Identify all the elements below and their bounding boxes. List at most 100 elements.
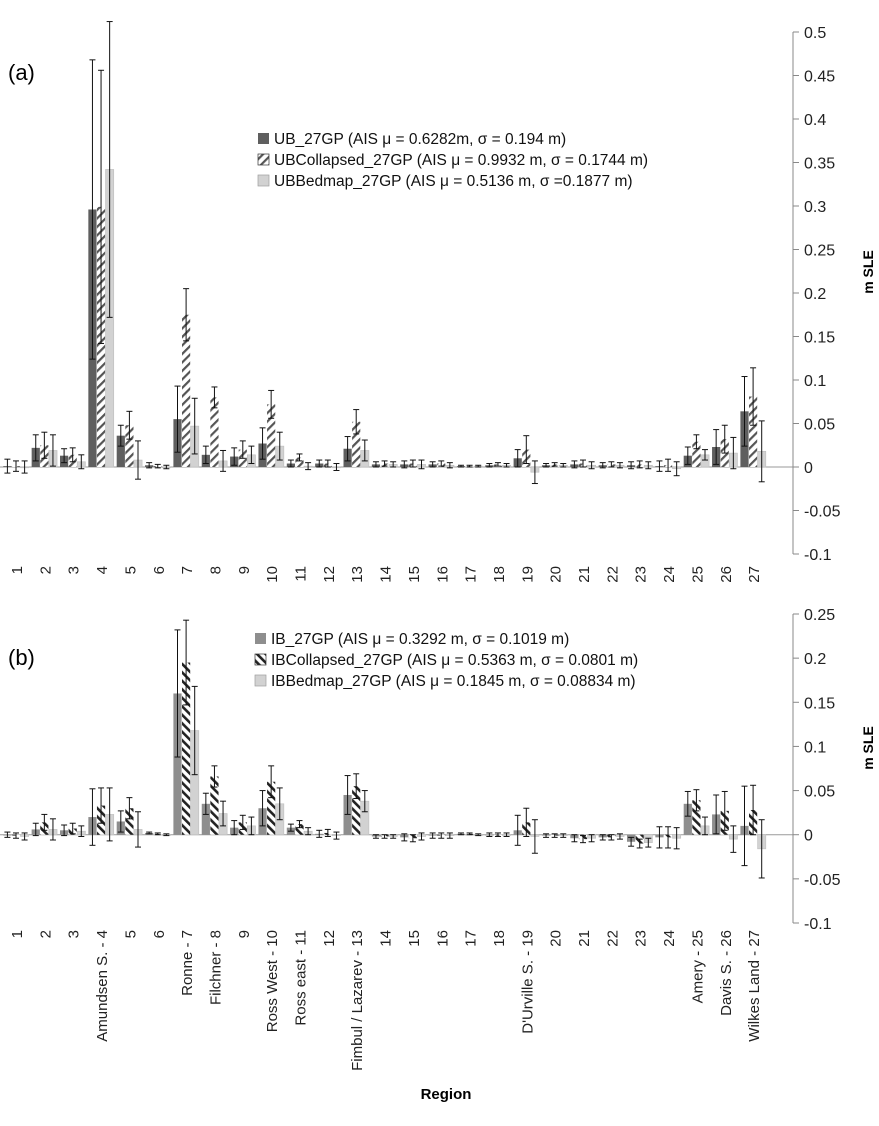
y-tick-label: -0.05 [804,504,841,521]
x-tick-label: 14 [378,566,395,583]
x-tick-label: 10 [264,566,281,583]
x-tick-label: Amery - 25 [689,930,706,1003]
bar-hatch-5 [125,808,134,835]
panel-b-legend: IB_27GP (AIS μ = 0.3292 m, σ = 0.1019 m)… [254,631,638,690]
x-tick-label: 26 [718,566,735,583]
x-axis-title: Region [421,1086,472,1103]
bar-hatch-25 [692,800,701,835]
x-tick-label: 5 [122,566,139,574]
bar-hatch-5 [125,425,134,467]
x-tick-label: 11 [293,566,310,582]
bar-hatch-25 [692,441,701,467]
bar-hatch-27 [749,396,758,467]
y-tick-label: 0.05 [804,417,835,434]
bar-hatch-10 [267,781,276,835]
y-tick-label: -0.05 [804,872,841,889]
x-tick-label: Ross east - 11 [293,930,310,1026]
y-tick-label: 0.5 [804,25,826,42]
x-tick-label: 22 [604,566,621,583]
x-tick-label: 24 [661,930,678,947]
x-tick-label: 23 [633,566,650,583]
bar-hatch-8 [210,776,219,835]
panel-b-x-ticks: 1 2 3 Amundsen S. - 4 5 6 Ronne - 7 Filchner - … [9,930,763,1071]
panel-label-b: (b) [8,645,35,670]
legend-label: UB_27GP (AIS μ = 0.6282m, σ = 0.194 m) [274,131,566,148]
panel-a: (a) 1 2 3 4 5 6 7 8 9 10 11 12 13 14 15 16 17 18 19 20 21 22 2… [0,21,876,583]
y-tick-label: 0.15 [804,330,835,347]
x-tick-label: 6 [151,566,168,574]
panel-label-a: (a) [8,60,35,85]
x-tick-label: Fimbul / Lazarev - 13 [349,930,366,1071]
panel-b-y-axis: -0.1 -0.05 0 0.05 0.1 0.15 0.2 0.25 [792,607,841,933]
x-tick-label: Ross West - 10 [264,930,281,1032]
x-tick-label: 1 [9,930,26,938]
x-tick-label: 13 [349,566,366,583]
legend-swatch [254,674,267,687]
bar-hatch-7 [182,314,191,467]
x-tick-label: 18 [491,930,508,947]
panel-a-plot-area [0,21,793,485]
x-tick-label: 2 [37,930,54,938]
y-tick-label: 0.45 [804,69,835,86]
x-tick-label: 21 [576,566,593,583]
x-tick-label: 27 [746,566,763,583]
panel-b-y-label: m SLE [860,726,876,770]
y-tick-label: -0.1 [804,547,832,564]
x-tick-label: Davis S. - 26 [718,930,735,1016]
x-tick-label: 15 [406,566,423,583]
x-tick-label: 8 [207,566,224,574]
x-tick-label: 19 [519,566,536,583]
x-tick-label: Wilkes Land - 27 [746,930,763,1042]
x-tick-label: 5 [122,930,139,938]
y-tick-label: 0 [804,828,813,845]
panel-a-legend: UB_27GP (AIS μ = 0.6282m, σ = 0.194 m) UB… [257,131,648,190]
panel-b: (b) 1 2 3 Amundsen S. - 4 5 6 Ronne - 7 Filchne… [0,607,876,1071]
x-tick-label: 2 [37,566,54,574]
x-tick-label: 15 [406,930,423,947]
x-tick-label: 16 [434,930,451,947]
x-tick-label: 22 [604,930,621,947]
panel-b-plot-area [0,619,793,879]
x-tick-label: 17 [463,566,480,583]
y-tick-label: 0.3 [804,199,826,216]
x-tick-label: Ronne - 7 [179,930,196,996]
y-tick-label: 0.15 [804,695,835,712]
panel-a-y-label: m SLE [860,250,876,294]
legend-label: IB_27GP (AIS μ = 0.3292 m, σ = 0.1019 m) [271,631,569,648]
x-tick-label: 1 [9,566,26,574]
bar-hatch-11 [295,824,304,835]
y-tick-label: 0.25 [804,607,835,624]
x-tick-label: 3 [66,566,83,574]
y-tick-label: 0.05 [804,784,835,801]
bar-mid-7 [173,693,182,835]
x-tick-label: 21 [576,930,593,947]
legend-label: UBCollapsed_27GP (AIS μ = 0.9932 m, σ = … [274,152,648,169]
bar-mid-8 [201,803,210,835]
y-tick-label: 0.35 [804,156,835,173]
y-tick-label: 0.25 [804,243,835,260]
bar-hatch-11 [295,457,304,467]
x-tick-label: Amundsen S. - 4 [94,930,111,1042]
x-tick-label: 17 [463,930,480,947]
legend-swatch [255,633,266,644]
x-tick-label: 9 [236,566,253,574]
legend-swatch [254,653,267,666]
x-tick-label: 4 [94,566,111,574]
legend-label: UBBedmap_27GP (AIS μ = 0.5136 m, σ =0.18… [274,173,633,190]
y-tick-label: 0 [804,460,813,477]
bar-dark-5 [116,435,125,467]
x-tick-label: 6 [151,930,168,938]
y-tick-label: 0.2 [804,286,826,303]
x-tick-label: 3 [66,930,83,938]
panel-a-x-ticks: 1 2 3 4 5 6 7 8 9 10 11 12 13 14 15 16 17 18 19 20 21 22 23 24 2… [9,566,763,583]
bar-mid-25 [683,803,692,835]
y-tick-label: -0.1 [804,916,832,933]
y-tick-label: 0.2 [804,651,826,668]
y-tick-label: 0.1 [804,739,826,756]
legend-swatch [257,153,270,166]
legend-label: IBBedmap_27GP (AIS μ = 0.1845 m, σ = 0.0… [271,673,636,690]
x-tick-label: 16 [434,566,451,583]
x-tick-label: 20 [548,930,565,947]
bar-hatch-8 [210,397,219,467]
